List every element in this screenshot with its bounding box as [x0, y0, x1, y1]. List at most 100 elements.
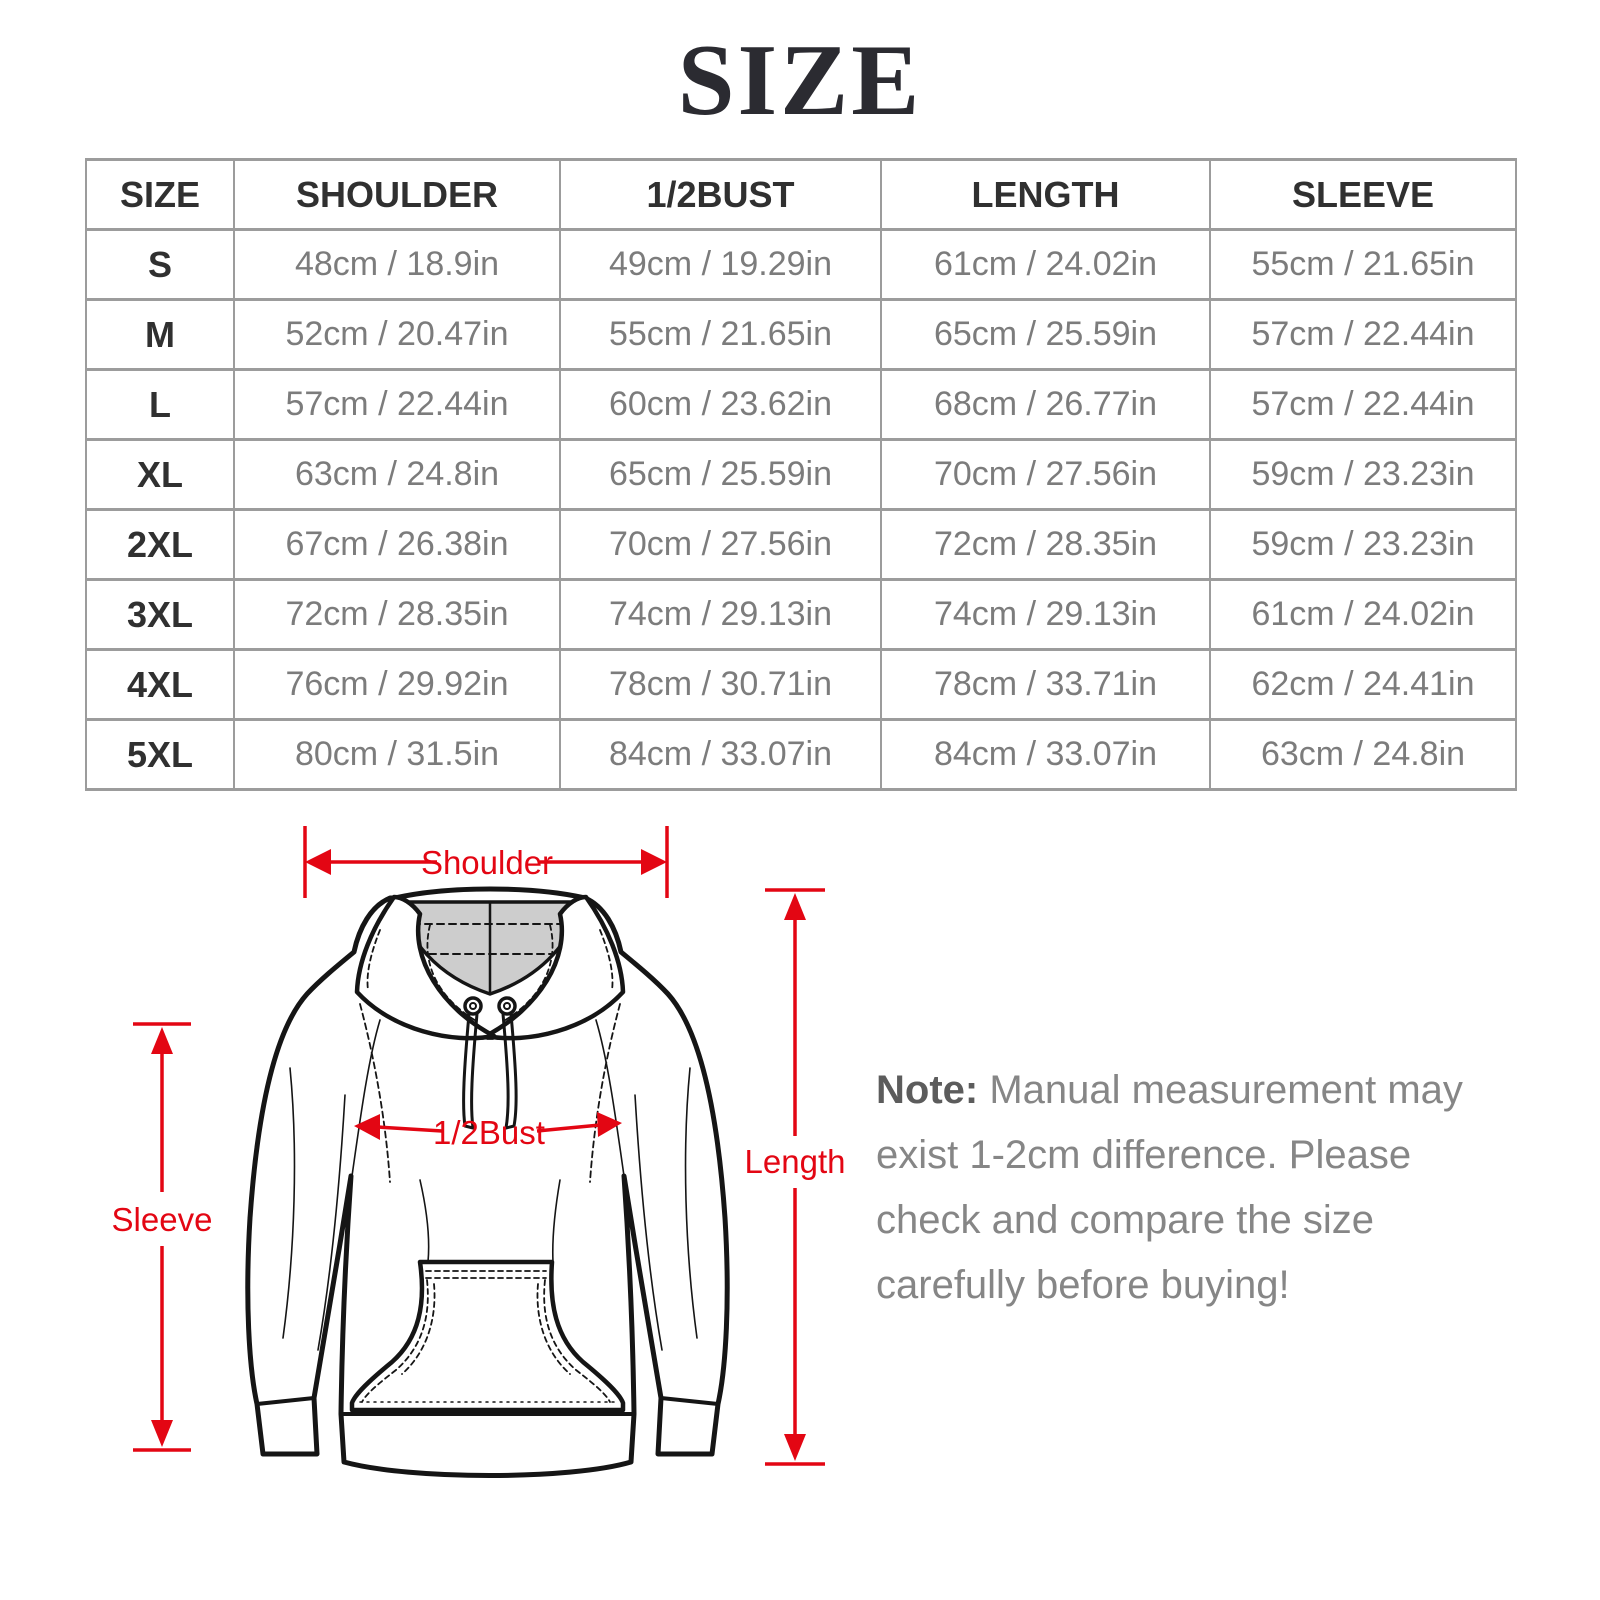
bust-arrowhead-left: [354, 1114, 380, 1140]
value-cell: 55cm / 21.65in: [1209, 228, 1517, 301]
value-cell: 65cm / 25.59in: [559, 438, 882, 511]
value-cell: 55cm / 21.65in: [559, 298, 882, 371]
sleeve-arrowhead-bottom: [151, 1420, 173, 1447]
column-header-sleeve: SLEEVE: [1209, 158, 1517, 231]
value-cell: 48cm / 18.9in: [233, 228, 561, 301]
value-cell: 78cm / 30.71in: [559, 648, 882, 721]
size-cell: L: [85, 368, 235, 441]
value-cell: 63cm / 24.8in: [233, 438, 561, 511]
cuff-line-left: [255, 1396, 316, 1406]
note-line: exist 1-2cm difference. Please: [876, 1133, 1412, 1177]
size-cell: 3XL: [85, 578, 235, 651]
sleeve-arrow-ticks: [133, 1022, 191, 1452]
length-arrowhead-bottom: [784, 1434, 806, 1461]
note-label: Note:: [876, 1068, 979, 1112]
shoulder-arrowhead-left: [305, 849, 331, 875]
shoulder-arrow: Shoulder: [303, 826, 669, 898]
value-cell: 57cm / 22.44in: [1209, 298, 1517, 371]
value-cell: 61cm / 24.02in: [1209, 578, 1517, 651]
value-cell: 60cm / 23.62in: [559, 368, 882, 441]
length-arrow-label: Length: [745, 1143, 846, 1180]
pocket-stitch-right: [536, 1279, 611, 1403]
size-cell: 5XL: [85, 718, 235, 791]
size-cell: S: [85, 228, 235, 301]
value-cell: 78cm / 33.71in: [880, 648, 1211, 721]
bust-arrow-lines: [376, 1123, 601, 1133]
value-cell: 84cm / 33.07in: [559, 718, 882, 791]
value-cell: 72cm / 28.35in: [233, 578, 561, 651]
shoulder-arrowhead-right: [641, 849, 667, 875]
value-cell: 76cm / 29.92in: [233, 648, 561, 721]
value-cell: 61cm / 24.02in: [880, 228, 1211, 301]
table-header-row: SIZE SHOULDER 1/2BUST LENGTH SLEEVE: [85, 158, 1517, 231]
value-cell: 67cm / 26.38in: [233, 508, 561, 581]
pocket-stitch-top: [425, 1270, 547, 1279]
grommet-right-hole: [503, 1002, 511, 1010]
hoodie-outline-art: [245, 886, 730, 1478]
bust-arrowhead-right: [597, 1112, 622, 1137]
value-cell: 62cm / 24.41in: [1209, 648, 1517, 721]
cuff-line-right: [659, 1396, 720, 1406]
sleeve-arrowhead-top: [151, 1027, 173, 1054]
sleeve-arrow-label: Sleeve: [112, 1201, 213, 1238]
page-title: SIZE: [677, 24, 923, 137]
cowl-fold-left: [354, 894, 497, 1041]
size-table: SIZE SHOULDER 1/2BUST LENGTH SLEEVE S 48…: [85, 158, 1517, 791]
value-cell: 49cm / 19.29in: [559, 228, 882, 301]
value-cell: 84cm / 33.07in: [880, 718, 1211, 791]
table-row: XL 63cm / 24.8in 65cm / 25.59in 70cm / 2…: [85, 438, 1517, 511]
length-arrowhead-top: [784, 893, 806, 920]
size-cell: 4XL: [85, 648, 235, 721]
length-arrow: Length: [745, 888, 846, 1466]
half-bust-arrow: 1/2Bust: [354, 1112, 622, 1151]
column-header-length: LENGTH: [880, 158, 1211, 231]
bust-arrow-label: 1/2Bust: [433, 1114, 545, 1151]
shoulder-arrow-label: Shoulder: [421, 844, 553, 881]
table-row: 2XL 67cm / 26.38in 70cm / 27.56in 72cm /…: [85, 508, 1517, 581]
note-text: Note: Manual measurement may exist 1-2cm…: [876, 1058, 1496, 1318]
note-line: check and compare the size: [876, 1198, 1375, 1242]
value-cell: 80cm / 31.5in: [233, 718, 561, 791]
column-header-bust: 1/2BUST: [559, 158, 882, 231]
table-row: S 48cm / 18.9in 49cm / 19.29in 61cm / 24…: [85, 228, 1517, 301]
raglan-seam-left: [359, 1003, 391, 1183]
value-cell: 63cm / 24.8in: [1209, 718, 1517, 791]
table-row: 3XL 72cm / 28.35in 74cm / 29.13in 74cm /…: [85, 578, 1517, 651]
sleeve-arrow: Sleeve: [112, 1022, 213, 1452]
cowl-stitch-right: [501, 924, 614, 1023]
note-line-text: Manual measurement may: [989, 1068, 1463, 1112]
grommet-left-hole: [469, 1002, 477, 1010]
drawstring-right: [501, 1012, 518, 1130]
kangaroo-pocket: [349, 1259, 626, 1413]
size-cell: M: [85, 298, 235, 371]
value-cell: 59cm / 23.23in: [1209, 508, 1517, 581]
size-cell: 2XL: [85, 508, 235, 581]
note-line: carefully before buying!: [876, 1263, 1290, 1307]
column-header-size: SIZE: [85, 158, 235, 231]
table-row: M 52cm / 20.47in 55cm / 21.65in 65cm / 2…: [85, 298, 1517, 371]
pocket-stitch-left: [361, 1279, 436, 1403]
fold-lines: [282, 1019, 698, 1351]
value-cell: 57cm / 22.44in: [233, 368, 561, 441]
value-cell: 70cm / 27.56in: [559, 508, 882, 581]
value-cell: 65cm / 25.59in: [880, 298, 1211, 371]
table-row: 4XL 76cm / 29.92in 78cm / 30.71in 78cm /…: [85, 648, 1517, 721]
value-cell: 74cm / 29.13in: [880, 578, 1211, 651]
table-row: 5XL 80cm / 31.5in 84cm / 33.07in 84cm / …: [85, 718, 1517, 791]
cowl-stitch-left: [366, 924, 479, 1023]
length-arrow-ticks: [765, 888, 825, 1466]
column-header-shoulder: SHOULDER: [233, 158, 561, 231]
value-cell: 74cm / 29.13in: [559, 578, 882, 651]
collar-bottom-stitch: [365, 999, 615, 1040]
raglan-seam-right: [589, 1003, 621, 1183]
drawstring-left: [462, 1012, 479, 1130]
value-cell: 70cm / 27.56in: [880, 438, 1211, 511]
value-cell: 59cm / 23.23in: [1209, 438, 1517, 511]
value-cell: 68cm / 26.77in: [880, 368, 1211, 441]
size-cell: XL: [85, 438, 235, 511]
value-cell: 52cm / 20.47in: [233, 298, 561, 371]
note-line: Note: Manual measurement may: [876, 1058, 1496, 1123]
value-cell: 72cm / 28.35in: [880, 508, 1211, 581]
measurement-arrows: Shoulder 1/2Bust Length Sleeve: [112, 826, 846, 1466]
